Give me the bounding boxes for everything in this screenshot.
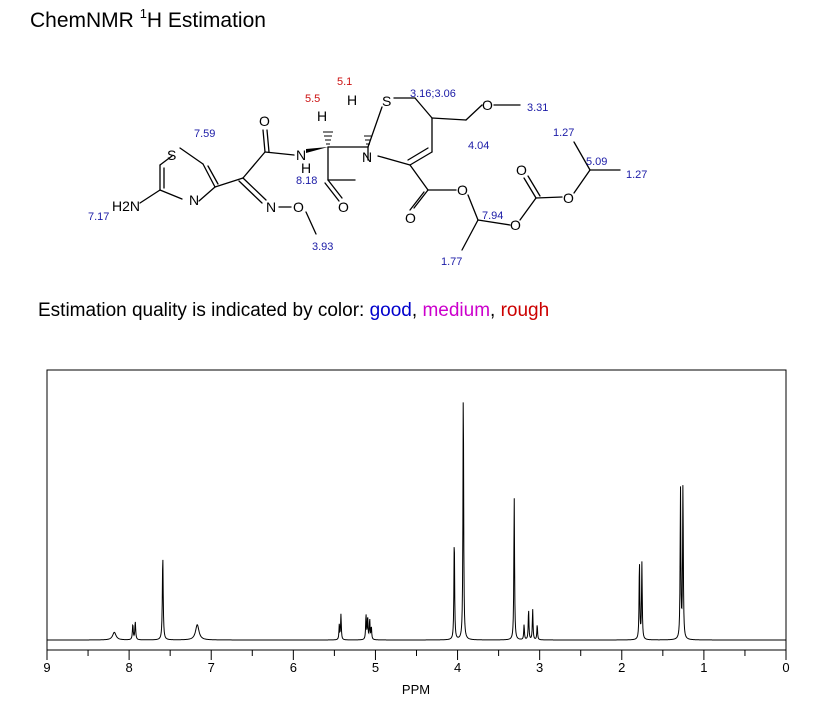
x-axis-tick-label: 8 (125, 660, 132, 675)
shift-sch2: 3.16;3.06 (410, 88, 456, 100)
shift-och3-ether: 3.31 (527, 102, 548, 114)
shift-h6: 5.5 (305, 93, 320, 105)
atom-o-carbonate-carbonyl: O (516, 162, 527, 178)
x-axis-tick-labels: 9 8 7 6 5 4 3 2 1 0 (43, 660, 789, 675)
atom-o-oxime: O (293, 199, 304, 215)
atom-o-carbonate: O (510, 217, 521, 233)
quality-legend: Estimation quality is indicated by color… (38, 300, 549, 322)
quality-text: Estimation quality is indicated by color… (38, 300, 370, 321)
atom-o-ether: O (482, 97, 493, 113)
shift-nh2: 7.17 (88, 211, 109, 223)
atom-o-carbonate-2: O (563, 190, 574, 206)
atom-h-amide: H (301, 160, 311, 176)
nmr-spectrum-chart: 9 8 7 6 5 4 3 2 1 0 PPM (43, 369, 790, 697)
shift-och3: 3.93 (312, 241, 333, 253)
atom-o-ester-carbonyl: O (405, 210, 416, 226)
shift-h7: 5.1 (337, 76, 352, 88)
atom-s-ring: S (382, 93, 391, 109)
atom-h6: H (317, 108, 327, 124)
x-axis-tick-label: 9 (43, 660, 50, 675)
quality-sep-1: , (411, 300, 423, 321)
atom-n-thiazole: N (189, 192, 199, 208)
x-axis-tick-label: 4 (454, 660, 461, 675)
shift-nh: 8.18 (296, 175, 317, 187)
title-suffix: H Estimation (146, 9, 266, 32)
atom-n-oxime: N (266, 199, 276, 215)
quality-sep-2: , (490, 300, 501, 321)
shift-ch-ester: 7.94 (482, 210, 503, 222)
shift-ch2o: 4.04 (468, 140, 489, 152)
atom-o-lactam: O (338, 199, 349, 215)
x-axis-tick-label: 3 (536, 660, 543, 675)
atom-h7: H (347, 92, 357, 108)
quality-rough: rough (500, 300, 550, 321)
atom-s-thiazole: S (167, 147, 176, 163)
shift-ch3-iso-2: 1.27 (626, 169, 647, 181)
molecule-structure: S N H2N O N H N O O N H H S O O O O O O … (88, 76, 647, 268)
title-prefix: ChemNMR (30, 9, 140, 32)
x-axis-tick-label: 6 (290, 660, 297, 675)
atom-o-amide: O (259, 113, 270, 129)
atom-o-ester: O (457, 182, 468, 198)
atom-n-amide: N (296, 147, 306, 163)
shift-thiazole-h: 7.59 (194, 128, 215, 140)
plot-frame (46, 369, 787, 651)
spectrum-line (47, 402, 786, 641)
quality-good: good (369, 300, 412, 321)
x-axis-tick-label: 7 (208, 660, 215, 675)
shift-ch-iso: 5.09 (586, 156, 607, 168)
title-superscript: 1 (139, 6, 147, 21)
x-axis-tick-label: 1 (700, 660, 707, 675)
x-axis-tick-label: 0 (782, 660, 789, 675)
x-axis-label: PPM (402, 682, 430, 697)
atom-n-ring: N (362, 149, 372, 165)
quality-medium: medium (422, 300, 491, 321)
shift-ch3-iso-1: 1.27 (553, 127, 574, 139)
page-title: ChemNMR 1H Estimation (30, 6, 266, 33)
atom-h2n: H2N (112, 198, 140, 214)
x-axis-ticks (46, 650, 787, 660)
shift-ch3-ester: 1.77 (441, 256, 462, 268)
x-axis-tick-label: 2 (618, 660, 625, 675)
x-axis-tick-label: 5 (372, 660, 379, 675)
